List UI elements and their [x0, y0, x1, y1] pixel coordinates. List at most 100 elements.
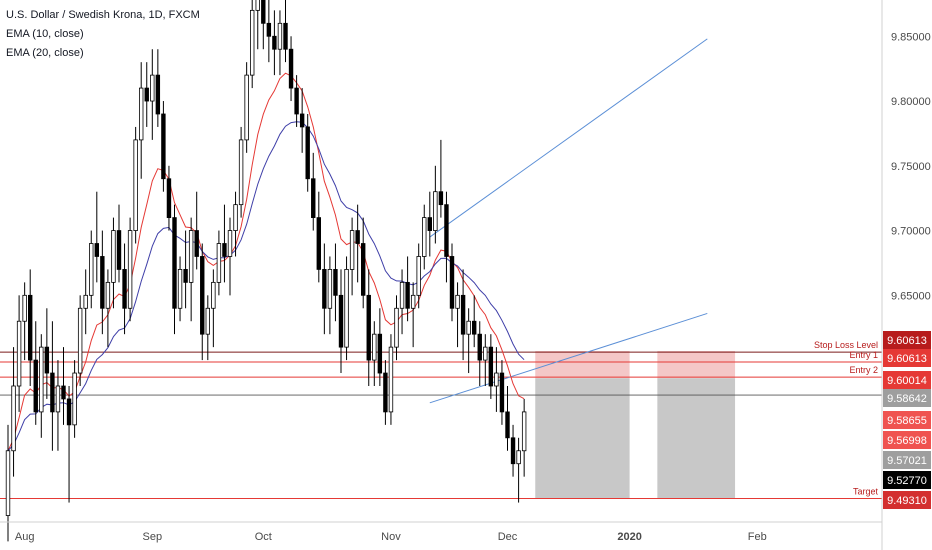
candle: [455, 282, 460, 348]
x-tick-label: Sep: [143, 531, 163, 543]
price-badge: 9.58655: [883, 411, 931, 429]
level-name: Stop Loss Level: [814, 340, 878, 350]
candle: [172, 204, 177, 335]
candle-body: [238, 139, 244, 206]
candle: [22, 282, 27, 361]
candle-body: [138, 87, 144, 141]
candle-body: [272, 35, 277, 50]
candle-body: [122, 269, 127, 309]
y-tick-label: 9.65000: [891, 290, 931, 302]
price-badge: 9.49310: [883, 491, 931, 509]
candle-body: [444, 204, 449, 257]
candle: [311, 152, 316, 231]
candle-body: [133, 139, 138, 231]
candle-body: [261, 0, 266, 24]
candle-body: [39, 346, 44, 413]
candle-body: [521, 411, 527, 452]
candle: [188, 217, 194, 322]
candle: [61, 347, 66, 425]
candle: [460, 269, 466, 361]
candle-body: [311, 178, 316, 219]
candle-body: [127, 230, 133, 309]
candle: [377, 308, 383, 386]
price-badge-label: 9.60613: [887, 353, 927, 365]
reward-zone-1: [657, 378, 736, 499]
price-badge-bg: [883, 491, 931, 509]
candle: [177, 256, 183, 322]
candle: [433, 165, 438, 244]
candle-body: [5, 450, 11, 516]
candle: [427, 191, 432, 257]
candle: [283, 0, 288, 63]
candle: [66, 385, 72, 503]
candle: [333, 243, 338, 322]
candle: [27, 269, 33, 386]
price-badge-label: 9.56998: [887, 435, 927, 447]
candle-body: [27, 294, 33, 361]
candle: [422, 204, 427, 270]
candle-body: [216, 243, 222, 283]
candle: [305, 113, 310, 192]
candle-body: [161, 113, 166, 180]
candle-body: [488, 346, 494, 387]
price-badge-label: 9.58655: [887, 415, 927, 427]
candle: [438, 139, 444, 218]
candle-body: [405, 281, 410, 309]
candle: [55, 360, 61, 451]
x-tick-label: Feb: [748, 531, 767, 543]
candle-body: [111, 230, 116, 283]
candle: [155, 49, 161, 127]
candle-body: [172, 217, 177, 309]
candle-body: [211, 281, 216, 309]
candle: [183, 230, 188, 309]
candle-body: [11, 385, 16, 452]
candle-body: [177, 269, 183, 309]
candle-body: [33, 359, 38, 413]
candle-body: [305, 126, 310, 180]
candle-body: [499, 372, 505, 413]
x-tick-label: Nov: [381, 531, 401, 543]
candle-body: [422, 217, 427, 257]
risk-zone-1: [657, 351, 736, 379]
candle: [44, 308, 50, 399]
candle: [233, 191, 238, 257]
candle-body: [438, 191, 444, 206]
candle-body: [144, 87, 149, 102]
price-badge: 9.58642: [883, 389, 931, 407]
candle-body: [516, 450, 521, 465]
y-tick-label: 9.80000: [891, 96, 931, 108]
price-badge-label: 9.60014: [887, 375, 927, 387]
price-badge: 9.60613: [883, 349, 931, 367]
candle-body: [383, 372, 388, 413]
candle: [322, 243, 327, 335]
x-tick-label: Oct: [255, 531, 272, 543]
candle-body: [471, 320, 477, 335]
candle: [211, 269, 216, 348]
candle: [383, 360, 388, 425]
price-badge-label: 9.60613: [887, 335, 927, 347]
candle: [344, 256, 349, 361]
candle: [516, 437, 521, 503]
price-badge-bg: [883, 331, 931, 349]
candle-body: [355, 230, 360, 244]
level-name: Entry 1: [849, 350, 878, 360]
candle: [105, 269, 111, 348]
candle-body: [322, 269, 327, 309]
legend-symbol-title: U.S. Dollar / Swedish Krona, 1D, FXCM: [6, 9, 200, 21]
legend-ema10: EMA (10, close): [6, 28, 84, 40]
price-badge-bg: [883, 431, 931, 449]
candle: [33, 321, 38, 425]
candle-body: [77, 307, 83, 374]
candle: [488, 334, 494, 399]
candle: [405, 256, 410, 322]
candle: [505, 385, 510, 451]
candle: [466, 308, 471, 374]
candle: [410, 282, 416, 348]
candle-body: [44, 346, 50, 374]
channel-line-1: [429, 312, 708, 404]
candle: [116, 204, 122, 283]
candle-body: [372, 333, 377, 361]
candle-body: [494, 372, 499, 387]
candle: [338, 269, 344, 374]
